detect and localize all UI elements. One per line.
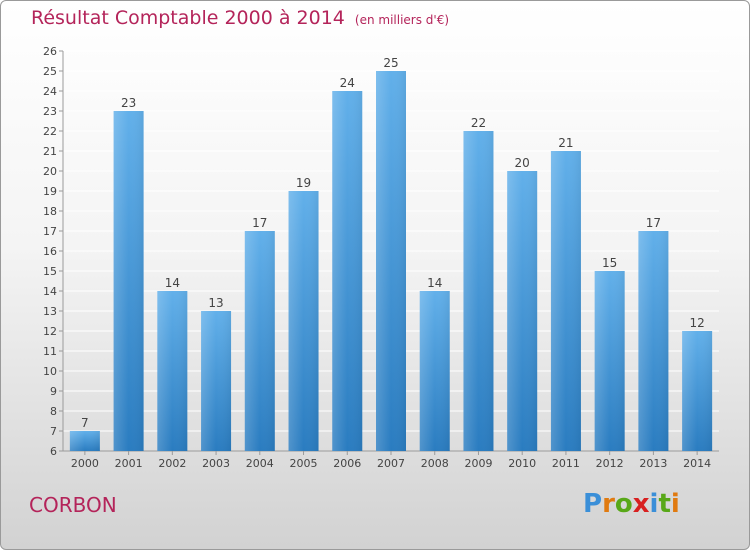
x-tick-label: 2014: [683, 457, 711, 470]
value-label: 7: [81, 416, 89, 430]
value-label: 22: [471, 116, 486, 130]
bar-shine: [682, 331, 713, 451]
bar-shine: [69, 431, 100, 451]
y-tick-label: 21: [43, 145, 57, 158]
y-tick-label: 25: [43, 65, 57, 78]
y-tick-label: 8: [50, 405, 57, 418]
x-tick-label: 2004: [246, 457, 274, 470]
y-tick-label: 7: [50, 425, 57, 438]
bar-shine: [157, 291, 188, 451]
y-tick-label: 15: [43, 265, 57, 278]
value-label: 19: [296, 176, 311, 190]
bar-shine: [638, 231, 669, 451]
chart-unit-note: (en milliers d'€): [354, 13, 450, 27]
value-label: 14: [165, 276, 180, 290]
bar-shine: [594, 271, 625, 451]
value-label: 17: [646, 216, 661, 230]
proxiti-logo: Proxiti: [583, 489, 680, 519]
logo-letter: t: [658, 489, 671, 519]
bar-shine: [419, 291, 450, 451]
bar-shine: [463, 131, 494, 451]
x-tick-label: 2009: [464, 457, 492, 470]
y-tick-label: 9: [50, 385, 57, 398]
x-tick-label: 2013: [639, 457, 667, 470]
x-tick-label: 2012: [596, 457, 624, 470]
value-label: 24: [340, 76, 355, 90]
bar-shine: [507, 171, 538, 451]
label-layer: 7 2000 23 2001 14 2002 13 2003 17 2004 19 2005 24 200…: [71, 56, 711, 470]
x-tick-label: 2003: [202, 457, 230, 470]
value-label: 17: [252, 216, 267, 230]
y-tick-label: 17: [43, 225, 57, 238]
bar-layer: [69, 71, 713, 451]
x-tick-label: 2001: [115, 457, 143, 470]
logo-letter: x: [632, 489, 650, 519]
bar-shine: [376, 71, 406, 451]
y-tick-label: 24: [43, 85, 57, 98]
value-label: 13: [208, 296, 223, 310]
bar-shine: [550, 151, 581, 451]
y-tick-label: 13: [43, 305, 57, 318]
x-tick-label: 2011: [552, 457, 580, 470]
y-tick-label: 12: [43, 325, 57, 338]
y-tick-label: 14: [43, 285, 57, 298]
value-label: 15: [602, 256, 617, 270]
y-tick-label: 26: [43, 45, 57, 58]
x-tick-label: 2007: [377, 457, 405, 470]
y-tick-label: 23: [43, 105, 57, 118]
value-label: 21: [558, 136, 573, 150]
y-tick-label: 6: [50, 445, 57, 458]
place-name: CORBON: [29, 493, 117, 517]
bar-shine: [288, 191, 319, 451]
bar-shine: [113, 111, 144, 451]
y-tick-label: 16: [43, 245, 57, 258]
y-tick-label: 22: [43, 125, 57, 138]
x-tick-label: 2008: [421, 457, 449, 470]
x-tick-label: 2006: [333, 457, 361, 470]
x-tick-label: 2000: [71, 457, 99, 470]
x-tick-label: 2010: [508, 457, 536, 470]
y-tick-label: 10: [43, 365, 57, 378]
value-label: 14: [427, 276, 442, 290]
value-label: 12: [689, 316, 704, 330]
logo-letter: r: [602, 489, 615, 519]
x-tick-label: 2005: [290, 457, 318, 470]
bar-shine: [244, 231, 275, 451]
logo-letter: P: [583, 489, 603, 519]
x-tick-label: 2002: [158, 457, 186, 470]
logo-letter: i: [649, 489, 659, 519]
y-tick-label: 11: [43, 345, 57, 358]
chart-title: Résultat Comptable 2000 à 2014: [31, 7, 345, 29]
value-label: 25: [383, 56, 398, 70]
y-tick-label: 20: [43, 165, 57, 178]
value-label: 23: [121, 96, 136, 110]
y-tick-label: 19: [43, 185, 57, 198]
bar-shine: [201, 311, 232, 451]
y-tick-label: 18: [43, 205, 57, 218]
bar-shine: [332, 91, 363, 451]
title-line: Résultat Comptable 2000 à 2014 (en millie…: [31, 7, 449, 29]
value-label: 20: [515, 156, 530, 170]
logo-letter: i: [670, 489, 680, 519]
logo-letter: o: [614, 489, 633, 519]
